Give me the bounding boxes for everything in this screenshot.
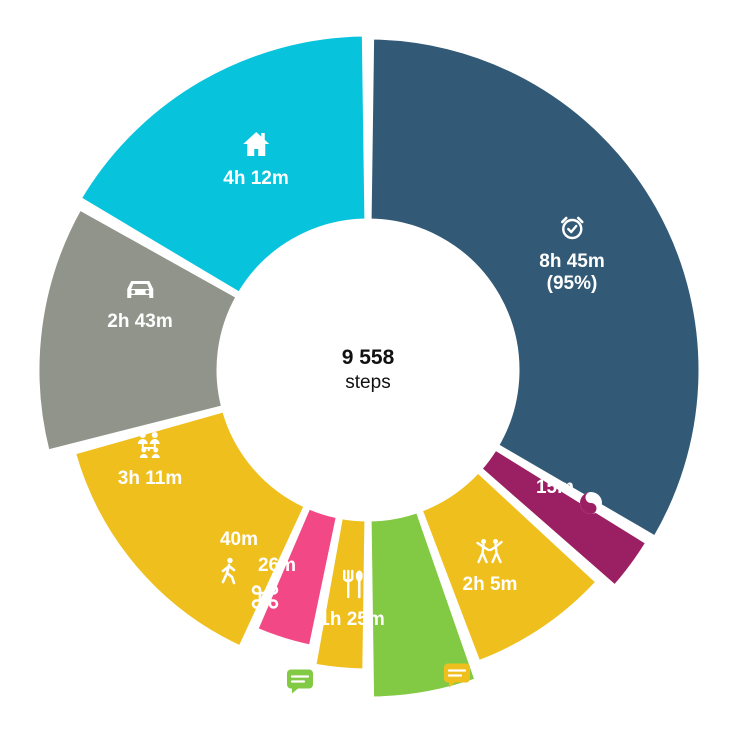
comment-icon xyxy=(286,669,314,699)
note-button-eating[interactable] xyxy=(286,669,314,700)
note-button-dancing[interactable] xyxy=(443,663,471,694)
donut-center-hole xyxy=(218,220,518,520)
steps-unit: steps xyxy=(345,372,391,393)
steps-count: 9 558 xyxy=(341,346,395,369)
steps-summary: 9 558 steps xyxy=(342,345,395,395)
comment-icon xyxy=(443,663,471,693)
